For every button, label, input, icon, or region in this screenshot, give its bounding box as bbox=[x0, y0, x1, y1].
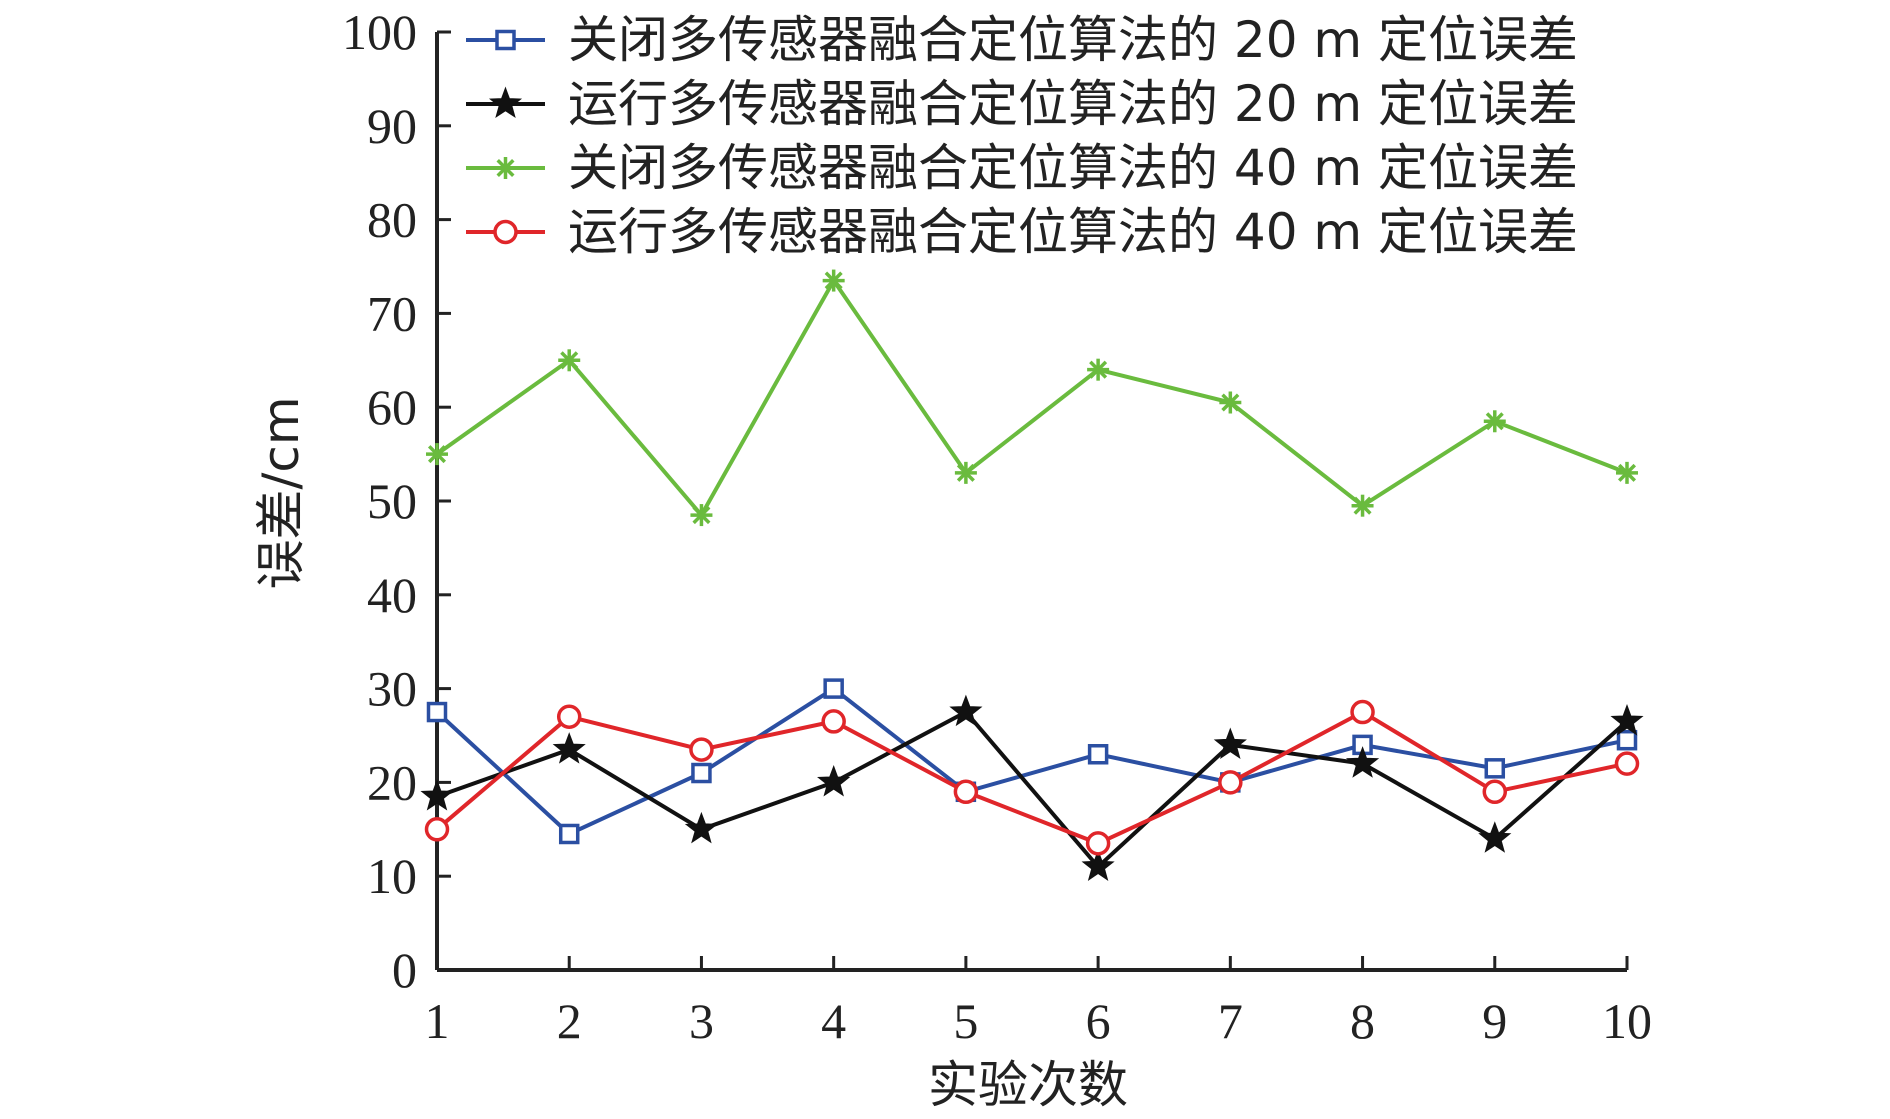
data-point bbox=[949, 694, 983, 727]
data-point bbox=[1484, 758, 1506, 779]
y-tick-label: 20 bbox=[367, 754, 417, 810]
y-axis-title: 误差/cm bbox=[252, 396, 310, 589]
data-point bbox=[821, 709, 846, 734]
series-line bbox=[436, 709, 1629, 870]
y-tick-label: 10 bbox=[367, 848, 417, 904]
data-point bbox=[426, 443, 448, 466]
data-point bbox=[822, 269, 845, 292]
x-tick-label: 7 bbox=[1218, 993, 1243, 1049]
x-tick-label: 10 bbox=[1602, 993, 1652, 1049]
data-point bbox=[817, 764, 851, 797]
y-tick-label: 100 bbox=[342, 4, 417, 60]
legend-item-2: 运行多传感器融合定位算法的 20 m 定位误差 bbox=[466, 75, 1578, 133]
data-point bbox=[1482, 779, 1508, 805]
x-axis-title: 实验次数 bbox=[928, 1056, 1128, 1114]
data-point bbox=[1351, 494, 1374, 517]
series-3 bbox=[426, 269, 1638, 527]
legend-item-1: 关闭多传感器融合定位算法的 20 m 定位误差 bbox=[466, 11, 1578, 69]
data-point bbox=[1218, 770, 1243, 795]
data-point bbox=[684, 811, 719, 844]
data-point bbox=[1614, 751, 1640, 776]
x-tick-label: 1 bbox=[425, 993, 450, 1049]
data-point bbox=[1350, 699, 1375, 725]
legend-item-4: 运行多传感器融合定位算法的 40 m 定位误差 bbox=[466, 203, 1578, 261]
legend-label: 运行多传感器融合定位算法的 40 m 定位误差 bbox=[568, 203, 1578, 261]
axes: 0 10 20 30 40 50 60 70 80 90 100 1 2 3 4 5 6 7 8 9 10 bbox=[342, 4, 1652, 1049]
data-point bbox=[1616, 461, 1638, 484]
data-point bbox=[1345, 746, 1380, 778]
y-tick-label: 70 bbox=[367, 285, 417, 341]
data-point bbox=[689, 737, 714, 762]
y-tick-label: 80 bbox=[367, 192, 417, 248]
asterisk-stroke bbox=[560, 351, 579, 370]
asterisk-stroke bbox=[956, 463, 975, 482]
data-point bbox=[420, 779, 454, 811]
legend-label: 关闭多传感器融合定位算法的 20 m 定位误差 bbox=[568, 11, 1578, 69]
y-tick-label: 40 bbox=[367, 567, 417, 623]
asterisk-stroke bbox=[1617, 463, 1637, 482]
legend-marker bbox=[493, 219, 518, 245]
x-tick-label: 2 bbox=[557, 993, 582, 1049]
asterisk-stroke bbox=[496, 158, 515, 178]
x-tick-label: 4 bbox=[821, 993, 846, 1049]
y-tick-label: 90 bbox=[367, 98, 417, 154]
series-line bbox=[435, 686, 1628, 837]
x-tick-label: 9 bbox=[1482, 993, 1507, 1049]
legend-label: 关闭多传感器融合定位算法的 40 m 定位误差 bbox=[568, 139, 1578, 197]
data-point bbox=[1610, 703, 1644, 736]
asterisk-stroke bbox=[1485, 412, 1504, 431]
y-tick-label: 60 bbox=[367, 379, 417, 435]
legend-marker bbox=[495, 29, 516, 51]
data-point bbox=[1087, 744, 1109, 765]
asterisk-stroke bbox=[1353, 496, 1372, 515]
y-tick-label: 50 bbox=[367, 473, 417, 529]
data-point bbox=[953, 779, 979, 805]
legend-label: 运行多传感器融合定位算法的 20 m 定位误差 bbox=[568, 75, 1578, 133]
data-point bbox=[1081, 849, 1115, 881]
data-point bbox=[552, 732, 586, 764]
data-point bbox=[1616, 729, 1638, 751]
data-point bbox=[1087, 358, 1110, 381]
x-tick-label: 3 bbox=[689, 993, 714, 1049]
series-line bbox=[435, 709, 1628, 846]
data-point bbox=[1478, 821, 1512, 853]
x-tick-label: 8 bbox=[1350, 993, 1375, 1049]
data-point bbox=[823, 678, 844, 699]
data-point bbox=[558, 823, 580, 845]
data-point bbox=[424, 817, 450, 842]
data-point bbox=[1085, 831, 1111, 856]
data-point bbox=[556, 704, 582, 729]
asterisk-stroke bbox=[1089, 360, 1108, 379]
series-4 bbox=[424, 699, 1640, 856]
data-point bbox=[426, 701, 448, 723]
series-line bbox=[435, 276, 1628, 519]
asterisk-stroke bbox=[1221, 393, 1240, 412]
x-tick-label: 6 bbox=[1086, 993, 1111, 1049]
data-point bbox=[1219, 391, 1242, 414]
data-point bbox=[1483, 410, 1506, 433]
legend-marker bbox=[488, 86, 523, 119]
x-tick-label: 5 bbox=[953, 993, 978, 1049]
y-tick-label: 30 bbox=[367, 661, 417, 717]
asterisk-stroke bbox=[427, 445, 447, 464]
legend-marker bbox=[494, 157, 517, 179]
legend-item-3: 关闭多传感器融合定位算法的 40 m 定位误差 bbox=[466, 139, 1578, 197]
y-tick-label: 0 bbox=[392, 942, 417, 998]
data-point bbox=[690, 504, 713, 527]
asterisk-stroke bbox=[824, 271, 843, 290]
series-layer bbox=[420, 269, 1644, 881]
data-point bbox=[691, 762, 712, 784]
asterisk-stroke bbox=[692, 506, 711, 525]
data-point bbox=[954, 461, 977, 484]
series-2 bbox=[420, 694, 1644, 881]
data-point bbox=[558, 349, 581, 372]
data-point bbox=[1213, 727, 1247, 759]
